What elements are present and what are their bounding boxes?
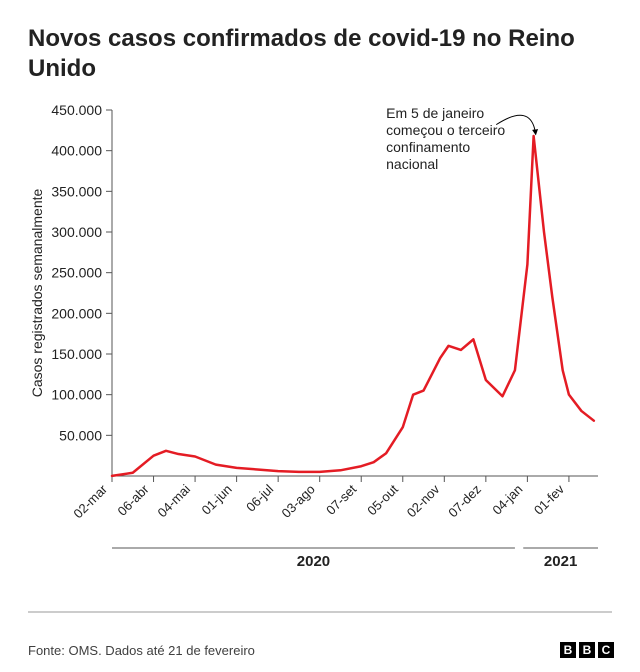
line-chart-svg: Casos registrados semanalmente 50.000 100.… — [28, 102, 612, 642]
annotation-text: nacional — [386, 156, 438, 172]
y-tick-label: 350.000 — [51, 183, 102, 199]
x-tick-label: 07-set — [323, 481, 359, 517]
annotation-text: Em 5 de janeiro — [386, 105, 484, 121]
x-tick-label: 04-mai — [154, 481, 193, 520]
annotation-text: começou o terceiro — [386, 122, 505, 138]
x-tick-label: 01-fev — [531, 481, 568, 518]
y-tick-label: 450.000 — [51, 102, 102, 118]
year-label-2020: 2020 — [297, 553, 330, 570]
chart-title: Novos casos confirmados de covid-19 no R… — [28, 24, 612, 84]
y-axis-title: Casos registrados semanalmente — [29, 189, 45, 398]
svg-text:C: C — [602, 643, 611, 657]
cases-line — [112, 136, 594, 476]
y-tick-label: 50.000 — [59, 427, 102, 443]
y-tick-label: 300.000 — [51, 224, 102, 240]
y-tick-label: 400.000 — [51, 143, 102, 159]
x-tick-label: 03-ago — [279, 482, 318, 521]
bbc-logo: B B C — [560, 642, 616, 658]
annotation-text: confinamento — [386, 139, 470, 155]
x-tick-label: 06-abr — [114, 481, 152, 519]
y-tick-label: 100.000 — [51, 387, 102, 403]
x-tick-label: 05-out — [364, 481, 401, 518]
plot-area: Casos registrados semanalmente 50.000 100.… — [28, 102, 612, 642]
source-text: Fonte: OMS. Dados até 21 de fevereiro — [28, 643, 255, 658]
svg-text:B: B — [564, 643, 573, 657]
x-tick-label: 04-jan — [489, 482, 525, 518]
year-label-2021: 2021 — [544, 553, 577, 570]
chart-container: Novos casos confirmados de covid-19 no R… — [0, 0, 640, 672]
y-tick-label: 200.000 — [51, 305, 102, 321]
y-tick-label: 150.000 — [51, 346, 102, 362]
x-tick-label: 02-mar — [70, 481, 110, 521]
y-tick-label: 250.000 — [51, 265, 102, 281]
x-tick-label: 07-dez — [445, 482, 484, 521]
x-tick-label: 01-jun — [199, 482, 235, 518]
svg-text:B: B — [583, 643, 592, 657]
x-tick-label: 06-jul — [243, 481, 276, 514]
x-tick-label: 02-nov — [404, 481, 443, 520]
